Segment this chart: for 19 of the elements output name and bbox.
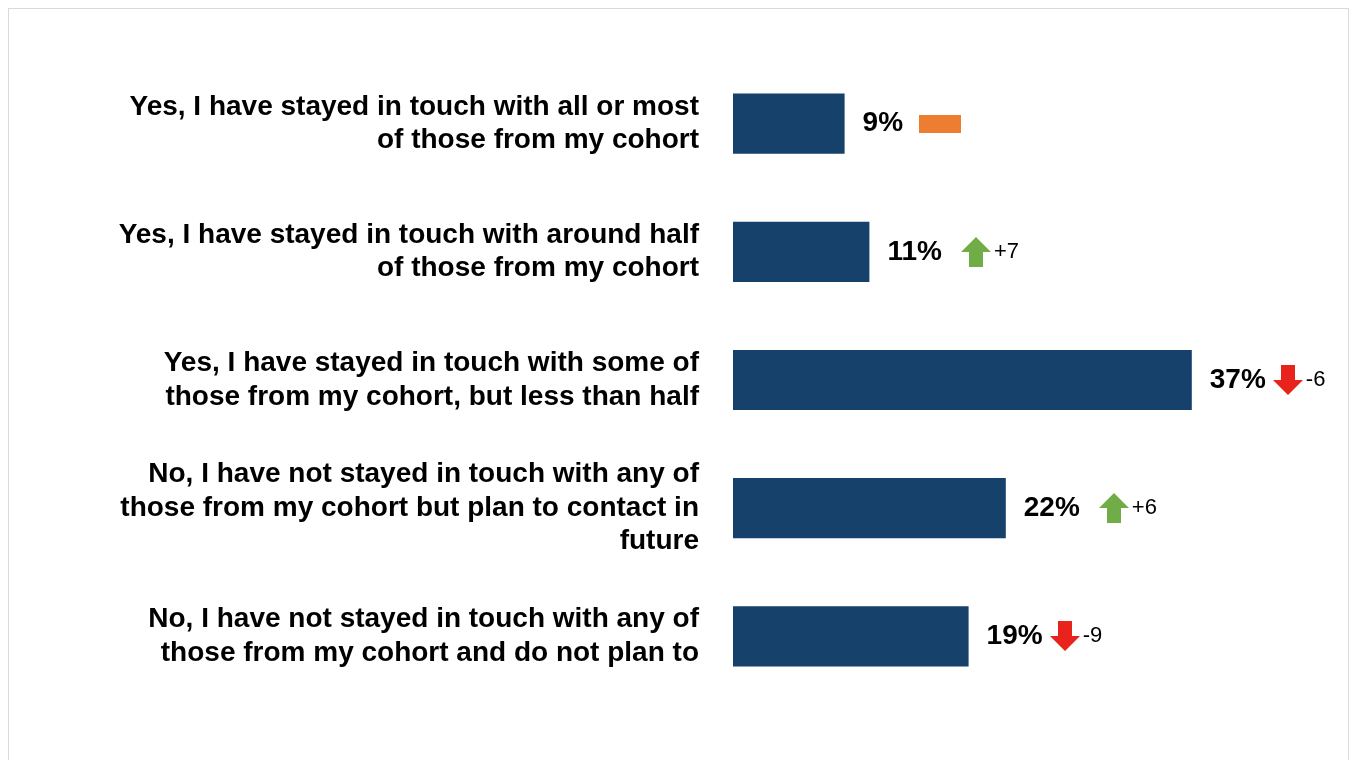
data-label: 19% xyxy=(986,619,1043,651)
y-tick-label: Yes, I have stayed in touch with some of those from my cohort, but less than half xyxy=(163,345,700,411)
data-label: 22% xyxy=(1023,490,1080,522)
text: -6 xyxy=(1305,366,1326,392)
data-label: 11% xyxy=(887,234,942,266)
annotation: -9 xyxy=(1082,622,1103,648)
annotation: +6 xyxy=(1131,494,1157,520)
data-label: 9% xyxy=(862,106,904,138)
data-label: 37% xyxy=(1209,362,1266,394)
bar xyxy=(733,221,870,282)
y-tick-label: Yes, I have stayed in touch with around half of those from my cohort xyxy=(118,217,700,283)
y-tick-label: No, I have not stayed in touch with any of those from my cohort and do not plan to xyxy=(148,602,700,667)
bar xyxy=(733,606,969,667)
bar xyxy=(733,93,845,154)
bar xyxy=(733,478,1006,539)
y-tick-label: Yes, I have stayed in touch with all or most of those from my cohort xyxy=(129,89,699,155)
annotation: +7 xyxy=(993,237,1019,263)
y-tick-label: No, I have not stayed in touch with any of those from my cohort but plan to contact in future xyxy=(120,457,700,556)
bar xyxy=(733,349,1192,411)
